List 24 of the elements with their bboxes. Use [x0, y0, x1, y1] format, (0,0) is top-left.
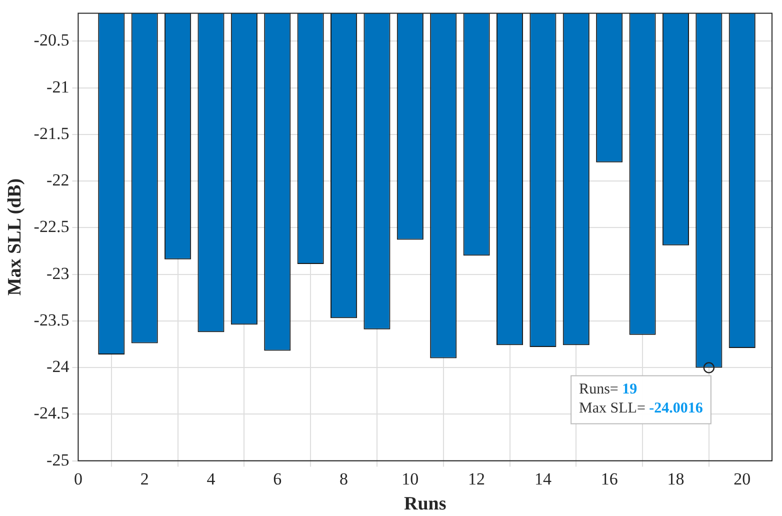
y-tick-label: -21.5: [34, 124, 70, 143]
x-tick-label: 12: [468, 469, 486, 488]
x-tick-label: 10: [402, 469, 419, 488]
x-tick-label: 4: [206, 469, 216, 488]
x-tick-label: 14: [534, 469, 552, 488]
x-tick-label: 16: [600, 469, 618, 488]
y-tick-label: -23.5: [34, 310, 70, 330]
y-tick-label: -20.5: [34, 30, 70, 50]
x-tick-label: 6: [273, 469, 282, 488]
x-tick-label: 8: [340, 469, 348, 488]
x-tick-label: 2: [140, 469, 149, 488]
y-tick-label: -22.5: [34, 217, 70, 236]
y-tick-label: -25: [46, 450, 70, 470]
y-tick-label: -24.5: [34, 404, 70, 423]
x-tick-label: 18: [667, 469, 684, 488]
x-tick-label: 20: [734, 469, 751, 488]
y-tick-label: -22: [46, 170, 70, 190]
x-axis-title: Runs: [404, 494, 446, 515]
y-tick-label: -21: [46, 77, 70, 96]
annotation: Runs= 19 Max SLL= -24.0016: [579, 382, 704, 417]
y-tick-label: -24: [46, 357, 70, 376]
y-tick-label: -23: [46, 264, 70, 283]
y-axis-title: Max SLL (dB): [4, 178, 26, 296]
x-tick-label: 0: [74, 469, 82, 488]
